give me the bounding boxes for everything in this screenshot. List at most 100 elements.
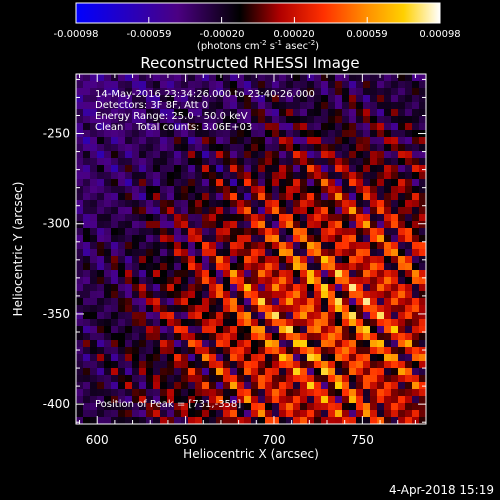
heatmap-cell — [328, 116, 336, 124]
heatmap-cell — [209, 81, 217, 89]
heatmap-cell — [398, 207, 406, 215]
heatmap-cell — [167, 396, 175, 404]
heatmap-cell — [293, 298, 301, 306]
heatmap-cell — [195, 396, 203, 404]
heatmap-cell — [244, 263, 252, 271]
heatmap-cell — [398, 172, 406, 180]
heatmap-cell — [356, 361, 364, 369]
heatmap-cell — [377, 347, 385, 355]
heatmap-cell — [384, 382, 392, 390]
heatmap-cell — [335, 88, 343, 96]
heatmap-cell — [335, 151, 343, 159]
heatmap-cell — [244, 221, 252, 229]
heatmap-cell — [181, 270, 189, 278]
heatmap-cell — [307, 200, 315, 208]
heatmap-cell — [272, 326, 280, 334]
heatmap-cell — [335, 179, 343, 187]
heatmap-cell — [349, 158, 357, 166]
heatmap-cell — [104, 298, 112, 306]
heatmap-cell — [300, 340, 308, 348]
heatmap-cell — [391, 389, 399, 397]
heatmap-cell — [160, 326, 168, 334]
heatmap-cell — [370, 123, 378, 131]
heatmap-cell — [391, 249, 399, 257]
heatmap-cell — [405, 88, 413, 96]
heatmap-cell — [146, 193, 154, 201]
heatmap-cell — [412, 88, 420, 96]
heatmap-cell — [293, 88, 301, 96]
heatmap-cell — [398, 312, 406, 320]
heatmap-cell — [167, 403, 175, 411]
heatmap-cell — [146, 172, 154, 180]
heatmap-cell — [237, 347, 245, 355]
heatmap-cell — [223, 158, 231, 166]
heatmap-cell — [146, 88, 154, 96]
heatmap-cell — [300, 396, 308, 404]
heatmap-cell — [384, 95, 392, 103]
heatmap-cell — [216, 305, 224, 313]
heatmap-cell — [251, 347, 259, 355]
heatmap-cell — [181, 326, 189, 334]
heatmap-cell — [321, 228, 329, 236]
heatmap-cell — [307, 403, 315, 411]
heatmap-cell — [342, 207, 350, 215]
heatmap-cell — [419, 74, 427, 82]
heatmap-cell — [377, 249, 385, 257]
heatmap-cell — [237, 277, 245, 285]
heatmap-cell — [209, 396, 217, 404]
heatmap-cell — [349, 340, 357, 348]
heatmap-cell — [188, 298, 196, 306]
heatmap-cell — [328, 389, 336, 397]
heatmap-cell — [132, 172, 140, 180]
heatmap-cell — [174, 263, 182, 271]
heatmap-cell — [188, 403, 196, 411]
heatmap-cell — [391, 361, 399, 369]
heatmap-cell — [139, 375, 147, 383]
heatmap-cell — [321, 333, 329, 341]
heatmap-cell — [335, 270, 343, 278]
heatmap-cell — [286, 193, 294, 201]
heatmap-cell — [377, 144, 385, 152]
heatmap-cell — [167, 333, 175, 341]
heatmap-cell — [223, 130, 231, 138]
heatmap-cell — [342, 221, 350, 229]
heatmap-cell — [118, 81, 126, 89]
heatmap-cell — [405, 291, 413, 299]
heatmap-cell — [125, 312, 133, 320]
heatmap-cell — [321, 102, 329, 110]
heatmap-cell — [174, 326, 182, 334]
heatmap-cell — [258, 368, 266, 376]
heatmap-cell — [83, 242, 91, 250]
heatmap-cell — [174, 88, 182, 96]
heatmap-cell — [244, 284, 252, 292]
heatmap-cell — [237, 179, 245, 187]
heatmap-cell — [76, 221, 84, 229]
heatmap-cell — [209, 284, 217, 292]
heatmap-cell — [153, 214, 161, 222]
heatmap-cell — [244, 144, 252, 152]
heatmap-cell — [342, 403, 350, 411]
heatmap-cell — [321, 151, 329, 159]
heatmap-cell — [181, 340, 189, 348]
heatmap-cell — [125, 179, 133, 187]
heatmap-cell — [384, 88, 392, 96]
heatmap-cell — [391, 298, 399, 306]
heatmap-cell — [258, 200, 266, 208]
heatmap-cell — [160, 144, 168, 152]
heatmap-cell — [258, 326, 266, 334]
heatmap-cell — [139, 130, 147, 138]
heatmap-cell — [300, 319, 308, 327]
heatmap-cell — [307, 347, 315, 355]
heatmap-cell — [377, 151, 385, 159]
heatmap-cell — [181, 74, 189, 82]
heatmap-cell — [356, 305, 364, 313]
heatmap-cell — [244, 326, 252, 334]
heatmap-cell — [153, 340, 161, 348]
heatmap-cell — [188, 242, 196, 250]
heatmap-cell — [356, 312, 364, 320]
heatmap-cell — [258, 228, 266, 236]
heatmap-cell — [412, 361, 420, 369]
heatmap-cell — [251, 102, 259, 110]
heatmap-cell — [405, 235, 413, 243]
heatmap-cell — [188, 235, 196, 243]
